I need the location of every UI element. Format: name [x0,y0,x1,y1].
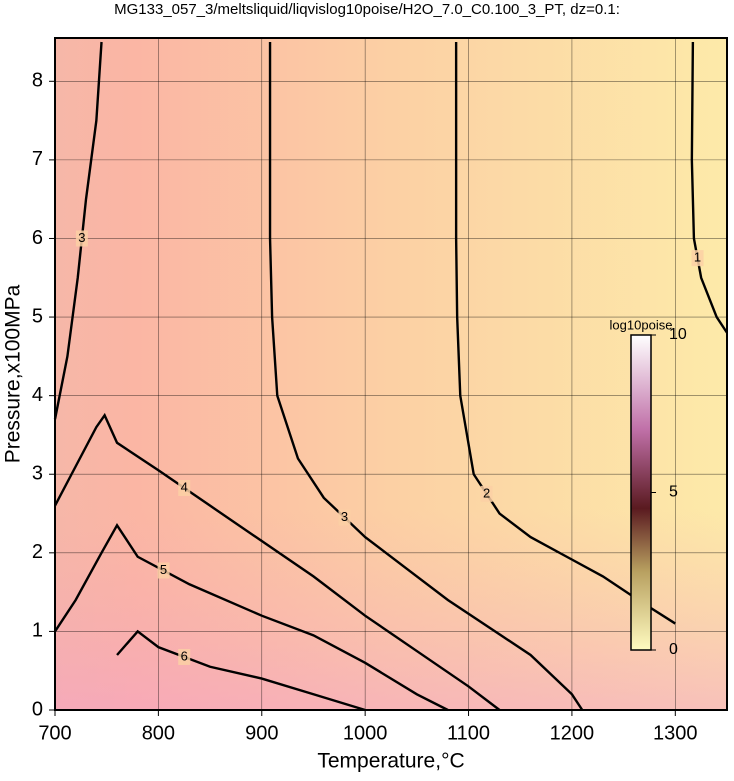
y-tick-label: 5 [32,305,43,327]
plot-shade [55,38,727,710]
x-tick-label: 900 [245,722,278,744]
contour-label: 1 [694,250,701,265]
y-tick-label: 4 [32,384,43,406]
contour-label: 3 [78,230,85,245]
x-axis-label: Temperature,°C [317,750,464,773]
x-tick-label: 1200 [550,722,595,744]
colorbar-tick-label: 5 [669,484,678,501]
x-tick-label: 1300 [653,722,698,744]
contour-line [116,629,366,712]
contour-label-bg [691,250,704,267]
y-axis-label: Pressure,x100MPa [2,284,25,463]
contour-label-bg [338,509,351,526]
contour-label-bg [75,230,88,247]
y-tick-label: 0 [32,698,43,720]
y-tick-label: 8 [32,70,43,92]
colorbar-tick-label: 0 [669,641,678,658]
contour-label: 4 [181,479,188,494]
contour-label: 6 [181,648,188,663]
contour-line [454,42,676,625]
y-tick-label: 1 [32,620,43,642]
colorbar-label: log10poise [610,317,673,332]
contour-label: 2 [483,485,490,500]
x-tick-label: 700 [38,722,71,744]
contour-label-bg [178,479,191,496]
contour-line [53,523,449,712]
contour-label: 5 [160,562,167,577]
colorbar [630,334,652,651]
x-tick-label: 1100 [447,722,490,744]
contour-label-bg [480,485,493,502]
contour-label-bg [178,648,191,665]
contour-line [268,42,584,711]
x-tick-label: 800 [142,722,175,744]
contour-label-bg [157,562,170,579]
colorbar-tick-label: 10 [669,326,687,343]
x-tick-label: 1000 [343,722,388,744]
y-tick-label: 2 [32,541,43,563]
y-tick-label: 6 [32,227,43,249]
contour-line [53,412,501,711]
contour-label: 3 [341,509,348,524]
plot-frame [54,37,728,711]
y-tick-label: 7 [32,148,43,170]
y-tick-label: 3 [32,463,43,485]
chart-title: MG133_057_3/meltsliquid/liqvislog10poise… [114,1,620,18]
